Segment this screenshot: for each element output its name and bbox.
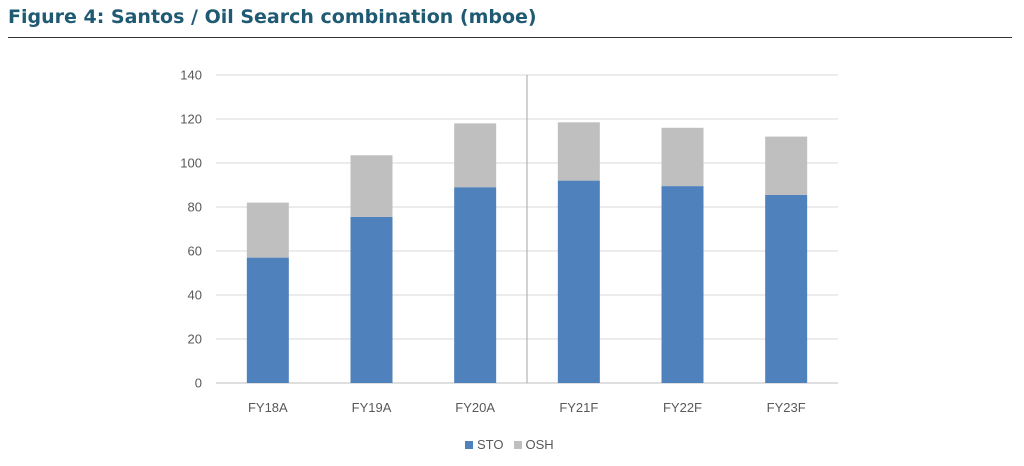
y-tick-label: 120 <box>180 112 202 127</box>
bar-osh-fy19a <box>350 155 393 217</box>
bar-sto-fy20a <box>454 187 497 383</box>
figure-title: Figure 4: Santos / Oil Search combinatio… <box>8 6 537 28</box>
bar-sto-fy22f <box>661 186 704 383</box>
y-axis-ticks: 0 20 40 60 80 100 120 140 <box>180 68 202 391</box>
x-axis-ticks: FY18A FY19A FY20A FY21F FY22F FY23F <box>248 400 806 415</box>
x-tick-label: FY19A <box>352 400 392 415</box>
y-tick-label: 60 <box>188 244 202 259</box>
bar-osh-fy18a <box>246 202 289 258</box>
legend-item-sto: STO <box>465 437 504 452</box>
x-tick-label: FY20A <box>455 400 495 415</box>
y-tick-label: 0 <box>195 376 202 391</box>
x-tick-label: FY21F <box>559 400 598 415</box>
bars <box>246 122 808 383</box>
y-tick-label: 100 <box>180 156 202 171</box>
bar-osh-fy21f <box>557 122 600 181</box>
title-underline <box>8 37 1012 38</box>
y-tick-label: 80 <box>188 200 202 215</box>
legend-swatch-sto <box>465 440 473 449</box>
y-tick-label: 20 <box>188 332 202 347</box>
legend-label-sto: STO <box>477 437 504 452</box>
y-tick-label: 40 <box>188 288 202 303</box>
y-tick-label: 140 <box>180 68 202 83</box>
bar-sto-fy18a <box>246 257 289 383</box>
bar-sto-fy23f <box>765 194 808 383</box>
x-tick-label: FY23F <box>767 400 806 415</box>
x-tick-label: FY18A <box>248 400 288 415</box>
bar-osh-fy23f <box>765 136 808 195</box>
x-tick-label: FY22F <box>663 400 702 415</box>
bar-osh-fy22f <box>661 127 704 187</box>
legend-item-osh: OSH <box>513 437 554 452</box>
bar-osh-fy20a <box>454 123 497 188</box>
legend-swatch-osh <box>513 440 522 449</box>
bar-sto-fy19a <box>350 216 393 383</box>
legend-label-osh: OSH <box>525 437 554 452</box>
bar-sto-fy21f <box>557 180 600 383</box>
legend: STO OSH <box>465 437 564 452</box>
